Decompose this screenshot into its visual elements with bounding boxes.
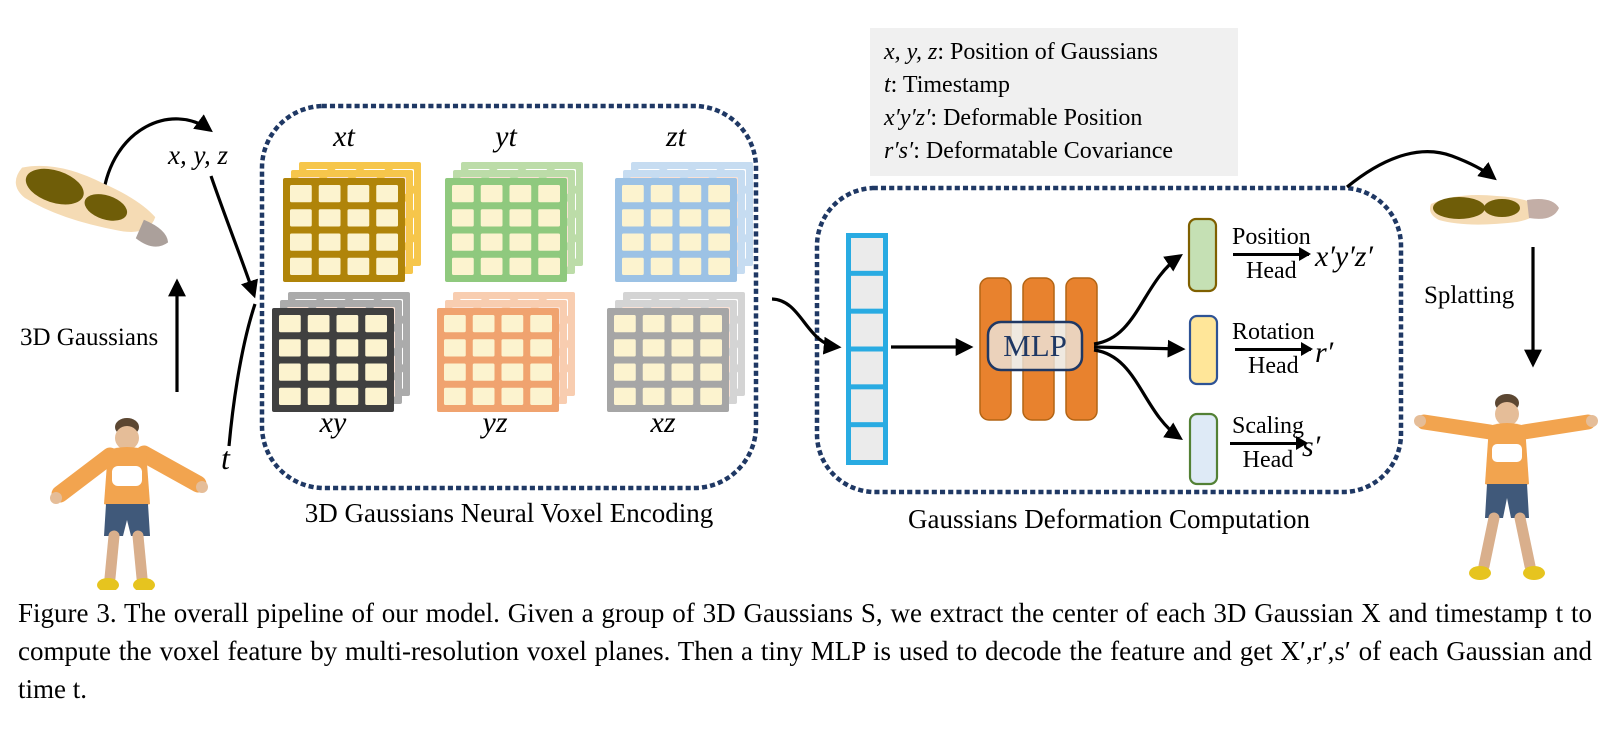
xyz-label: x, y, z bbox=[168, 140, 228, 170]
mlp-to-scaling-arrow bbox=[1093, 348, 1183, 441]
legend-line: r′s′: Deformatable Covariance bbox=[884, 138, 1174, 164]
mlp-label: MLP bbox=[1003, 328, 1067, 363]
figure-caption: Figure 3. The overall pipeline of our mo… bbox=[18, 598, 1592, 704]
voxel-encoding-box-outline bbox=[259, 103, 759, 491]
encoder-caption: 3D Gaussians Neural Voxel Encoding bbox=[304, 498, 714, 528]
legend-line: x′y′z′: Deformable Position bbox=[884, 105, 1143, 131]
gaussian-ellipse bbox=[25, 168, 84, 205]
plane-label-yz: yz bbox=[482, 406, 508, 439]
scaling-head-label: Scaling Head bbox=[1230, 413, 1308, 473]
input-arm-image bbox=[15, 165, 169, 247]
decoder-caption: Gaussians Deformation Computation bbox=[908, 504, 1310, 534]
pipeline-diagram bbox=[15, 103, 1598, 590]
t-to-encoder-arrow bbox=[227, 303, 257, 447]
output-head-boxes bbox=[1187, 217, 1219, 486]
mlp-label-box bbox=[986, 320, 1084, 372]
encoder-to-vector-arrow bbox=[771, 297, 842, 355]
voxel-plane-grids bbox=[272, 162, 753, 412]
position-head-label: Position Head bbox=[1232, 224, 1312, 284]
output-r-label: r′ bbox=[1315, 336, 1334, 369]
right-arrow-icon bbox=[1230, 436, 1308, 450]
mlp-to-rotation-arrow bbox=[1093, 339, 1186, 358]
arm-to-xyz-arrow bbox=[101, 114, 213, 197]
output-arm-image bbox=[1430, 195, 1559, 225]
t-label: t bbox=[221, 440, 230, 476]
input-human-image bbox=[50, 418, 208, 590]
deformation-to-arm-arrow bbox=[1345, 150, 1497, 189]
rotation-head-label: Rotation Head bbox=[1232, 319, 1315, 379]
output-xyz-label: x′y′z′ bbox=[1315, 240, 1373, 273]
feature-vector bbox=[846, 233, 888, 465]
right-arrow-icon bbox=[1233, 247, 1312, 261]
plane-label-zt: zt bbox=[665, 120, 686, 153]
gaussians-input-label: 3D Gaussians bbox=[20, 324, 159, 351]
splatting-label: Splatting bbox=[1424, 282, 1515, 309]
plane-label-yt: yt bbox=[495, 120, 517, 153]
mlp-to-position-arrow bbox=[1093, 253, 1183, 346]
plane-label-xt: xt bbox=[333, 120, 355, 153]
legend-line: x, y, z: Position of Gaussians bbox=[884, 39, 1159, 65]
gaussian-ellipse bbox=[1433, 197, 1485, 219]
plane-label-xy: xy bbox=[319, 406, 347, 439]
plane-label-xz: xz bbox=[650, 406, 676, 439]
gaussian-ellipse bbox=[84, 194, 128, 221]
deformation-box-outline bbox=[814, 185, 1404, 495]
flow-arrows bbox=[101, 114, 1542, 447]
output-human-image bbox=[1414, 394, 1598, 580]
right-arrow-icon bbox=[1235, 342, 1314, 356]
xyz-to-encoder-arrow bbox=[209, 175, 258, 299]
legend-line: t: Timestamp bbox=[884, 72, 1011, 98]
gaussian-ellipse bbox=[1484, 199, 1520, 217]
legend-box: x, y, z: Position of Gaussians t: Timest… bbox=[870, 28, 1238, 176]
output-s-label: s′ bbox=[1302, 430, 1321, 463]
